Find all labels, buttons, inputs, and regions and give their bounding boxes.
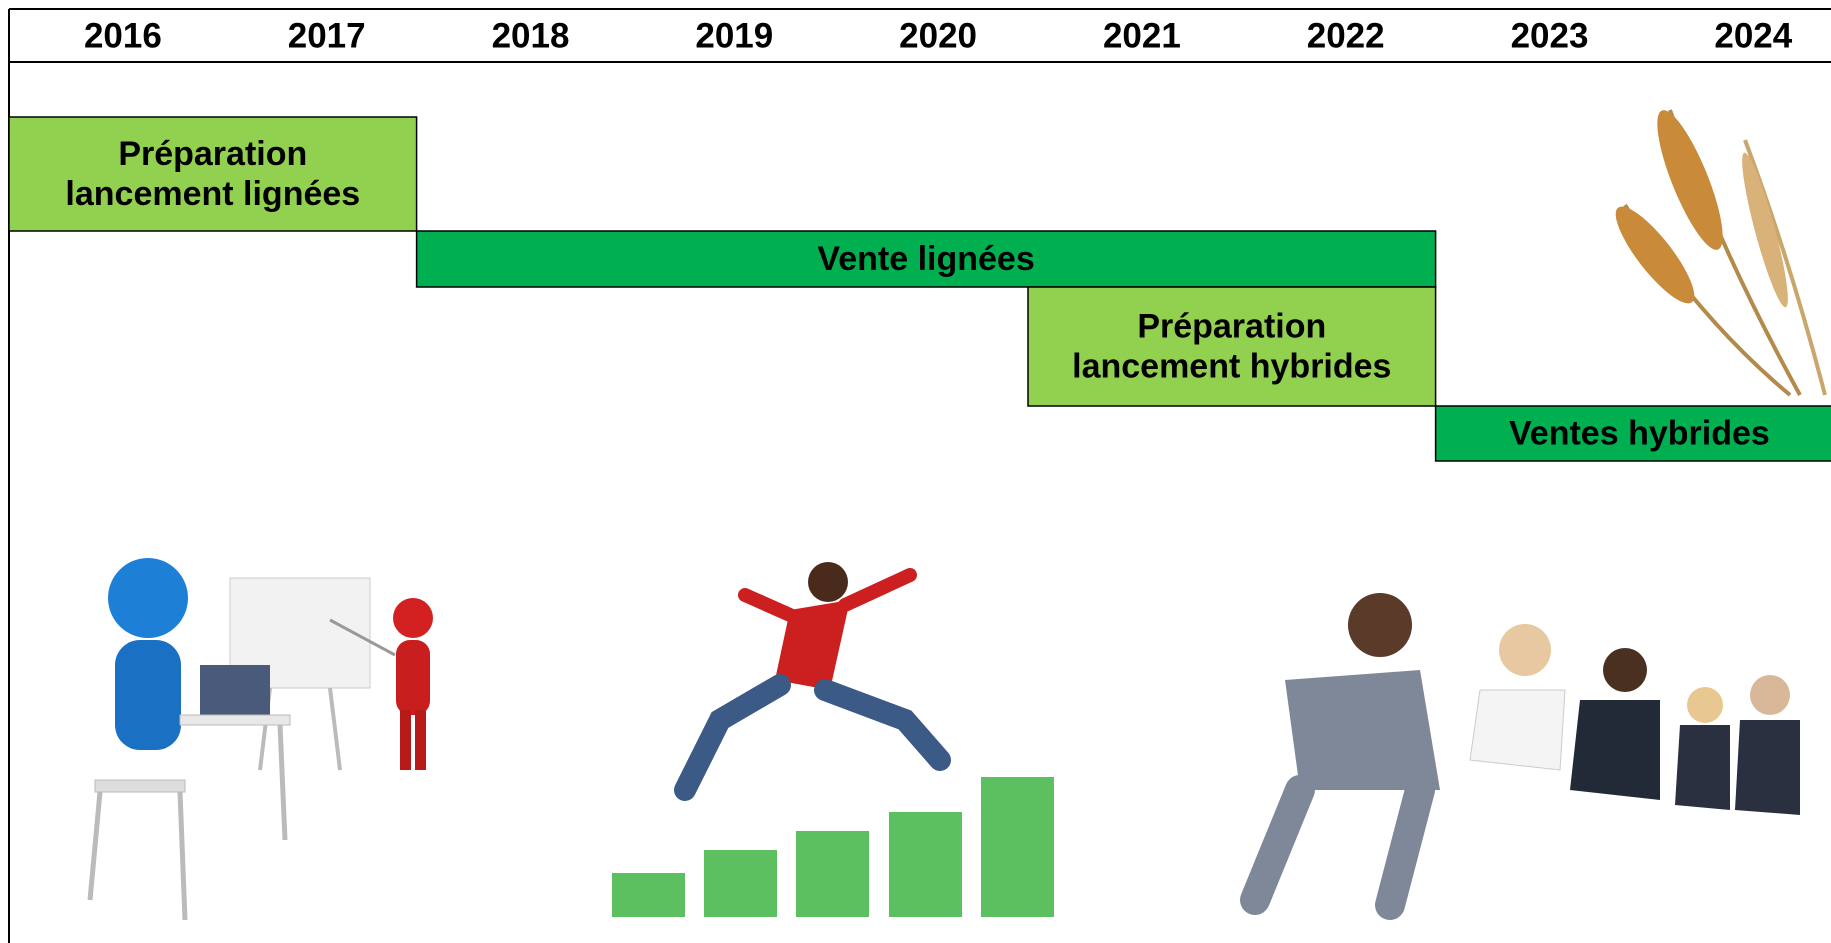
year-label: 2024 xyxy=(1714,16,1792,55)
growth-bar xyxy=(889,812,962,917)
race-start-illustration xyxy=(1255,593,1800,905)
chair-leg xyxy=(90,792,100,900)
desk xyxy=(180,715,290,725)
training-illustration xyxy=(90,558,433,920)
teacher-leg xyxy=(415,710,426,770)
task-label: Vente lignées xyxy=(817,240,1034,278)
growth-illustration xyxy=(612,562,1054,917)
chair-leg xyxy=(180,792,185,920)
runner-legs xyxy=(1255,790,1420,905)
laptop xyxy=(200,665,270,717)
growth-bar xyxy=(981,777,1054,917)
year-label: 2023 xyxy=(1511,16,1589,55)
teacher-head xyxy=(393,598,433,638)
timeline: 2016 2017 2018 2019 2020 2021 2022 2023 2024 Prép… xyxy=(0,0,1831,943)
teacher-body xyxy=(396,640,430,715)
runner-suit xyxy=(1570,700,1660,800)
year-label: 2020 xyxy=(899,16,977,55)
runner-head xyxy=(1603,648,1647,692)
desk-leg xyxy=(280,725,285,840)
growth-bar xyxy=(796,831,869,917)
easel-leg xyxy=(330,688,340,770)
runner-head xyxy=(1750,675,1790,715)
runner-suit xyxy=(1735,720,1800,815)
runner-suit xyxy=(1285,670,1440,790)
runner-head xyxy=(1499,624,1551,676)
boy-legs xyxy=(685,685,940,790)
runner-suit xyxy=(1675,725,1730,810)
boy-head xyxy=(808,562,848,602)
year-label: 2021 xyxy=(1103,16,1181,55)
runner-head xyxy=(1348,593,1412,657)
task-label: Ventes hybrides xyxy=(1509,414,1770,452)
page: { "years": ["2016", "2017", "2018", "201… xyxy=(0,0,1831,943)
student-body xyxy=(115,640,181,750)
growth-bar xyxy=(612,873,685,917)
task-bar: Ventes hybrides xyxy=(1436,406,1831,461)
year-label: 2016 xyxy=(84,16,162,55)
task-label: Préparation xyxy=(118,135,307,173)
runner-shirt xyxy=(1470,690,1565,770)
year-label: 2019 xyxy=(695,16,773,55)
student-head xyxy=(108,558,188,638)
teacher-leg xyxy=(400,710,411,770)
year-label: 2018 xyxy=(492,16,570,55)
wheat-illustration xyxy=(1605,104,1825,395)
growth-bar xyxy=(704,850,777,917)
task-label: lancement hybrides xyxy=(1072,347,1391,385)
chair xyxy=(95,780,185,792)
task-label: Préparation xyxy=(1137,307,1326,345)
task-bar: Vente lignées xyxy=(417,231,1436,287)
year-label: 2017 xyxy=(288,16,366,55)
year-label: 2022 xyxy=(1307,16,1385,55)
task-label: lancement lignées xyxy=(65,175,360,213)
runner-head xyxy=(1687,687,1723,723)
